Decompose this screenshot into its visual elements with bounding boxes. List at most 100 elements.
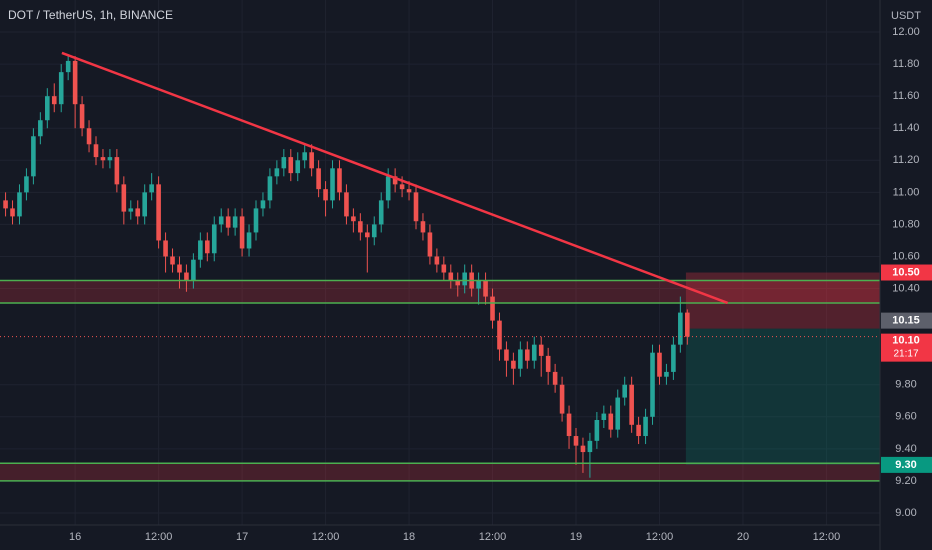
- entry-label: 10.15: [892, 315, 920, 327]
- candle-body: [281, 157, 287, 169]
- candle-body: [114, 157, 120, 185]
- candle-body: [538, 344, 544, 356]
- y-tick-label: 11.00: [893, 186, 920, 198]
- candle-body: [455, 280, 461, 286]
- last-price-label: 10.10: [892, 335, 920, 347]
- candle-body: [156, 184, 161, 241]
- candle-body: [685, 312, 690, 337]
- zone: [0, 463, 880, 481]
- candle-body: [552, 371, 558, 385]
- candle-body: [406, 189, 412, 193]
- x-tick-label: 19: [570, 531, 582, 543]
- x-tick-label: 20: [737, 531, 749, 543]
- candle-body: [191, 259, 196, 281]
- candle-body: [594, 420, 600, 441]
- candle-body: [678, 312, 683, 345]
- candle-body: [267, 176, 273, 201]
- candle-body: [72, 60, 78, 105]
- candle-body: [559, 384, 565, 414]
- candle-body: [636, 424, 641, 437]
- candle-body: [420, 221, 426, 233]
- candle-body: [615, 397, 621, 430]
- axis: 12.00 11.80 11.60 11.40 11.20 11.00 10.80 10.60…: [69, 26, 932, 543]
- candle-body: [448, 272, 454, 281]
- candle-body: [100, 157, 106, 161]
- candle-body: [225, 216, 231, 228]
- candle-body: [302, 152, 307, 161]
- candle-body: [246, 232, 252, 249]
- chart-title: DOT / TetherUS, 1h, BINANCE: [8, 8, 173, 22]
- x-tick-label: 12:00: [646, 531, 674, 543]
- candle-body: [413, 192, 419, 222]
- candle-body: [497, 320, 502, 350]
- candle-body: [378, 200, 384, 225]
- candle-body: [587, 440, 593, 453]
- candle-body: [622, 384, 627, 398]
- countdown: 21:17: [893, 348, 918, 359]
- candle-body: [316, 168, 321, 190]
- candle-body: [323, 189, 328, 201]
- candle-body: [170, 256, 175, 265]
- candle-body: [253, 208, 259, 233]
- candle-body: [344, 192, 349, 217]
- candle-body: [218, 216, 224, 225]
- candle-body: [10, 208, 15, 217]
- candle-body: [657, 352, 662, 377]
- candle-body: [434, 256, 440, 265]
- candle-body: [511, 360, 516, 369]
- x-tick-label: 12:00: [813, 531, 841, 543]
- candle-body: [385, 176, 391, 201]
- y-tick-label: 9.60: [895, 411, 916, 423]
- candle-body: [211, 224, 217, 254]
- candle-body: [525, 349, 530, 361]
- candle-body: [643, 416, 648, 437]
- candle-body: [365, 232, 370, 238]
- candle-body: [295, 160, 301, 174]
- candle-body: [128, 208, 134, 212]
- candle-body: [149, 184, 154, 193]
- y-tick-label: 9.80: [895, 379, 916, 391]
- candle-body: [531, 344, 537, 361]
- y-tick-label: 10.80: [892, 218, 920, 230]
- zone: [0, 280, 880, 303]
- candle-body: [337, 168, 342, 193]
- candle-body: [608, 413, 614, 430]
- x-tick-label: 12:00: [479, 531, 507, 543]
- candle-body: [184, 272, 189, 281]
- candle-body: [392, 176, 398, 185]
- stop-label-box: [881, 264, 932, 281]
- candle-body: [58, 72, 64, 105]
- candle-body: [483, 280, 488, 297]
- target-label-box: [881, 456, 932, 473]
- candle-body: [142, 192, 147, 217]
- candle-body: [371, 224, 377, 238]
- candle-body: [205, 240, 210, 254]
- candle-body: [86, 128, 92, 145]
- y-tick-label: 9.40: [895, 443, 916, 455]
- grid: [0, 0, 880, 525]
- candle-body: [441, 264, 447, 273]
- candle-body: [288, 157, 294, 174]
- candle-body: [545, 355, 551, 372]
- candle-body: [93, 144, 99, 158]
- target-zone: [685, 328, 880, 465]
- candle-body: [664, 371, 669, 377]
- y-unit: USDT: [891, 10, 921, 22]
- candle-body: [45, 96, 50, 121]
- x-tick-label: 16: [69, 531, 81, 543]
- y-tick-label: 11.40: [893, 122, 920, 134]
- candle-body: [239, 216, 245, 249]
- y-tick-label: 9.20: [895, 475, 916, 487]
- candle-body: [198, 240, 203, 260]
- candle-body: [504, 349, 509, 361]
- candle-body: [17, 192, 22, 217]
- candle-body: [107, 157, 113, 161]
- candles: [3, 54, 690, 478]
- candle-body: [79, 104, 85, 129]
- candle-body: [601, 413, 607, 420]
- x-tick-label: 12:00: [312, 531, 340, 543]
- x-tick-label: 17: [236, 531, 248, 543]
- candle-body: [51, 96, 57, 105]
